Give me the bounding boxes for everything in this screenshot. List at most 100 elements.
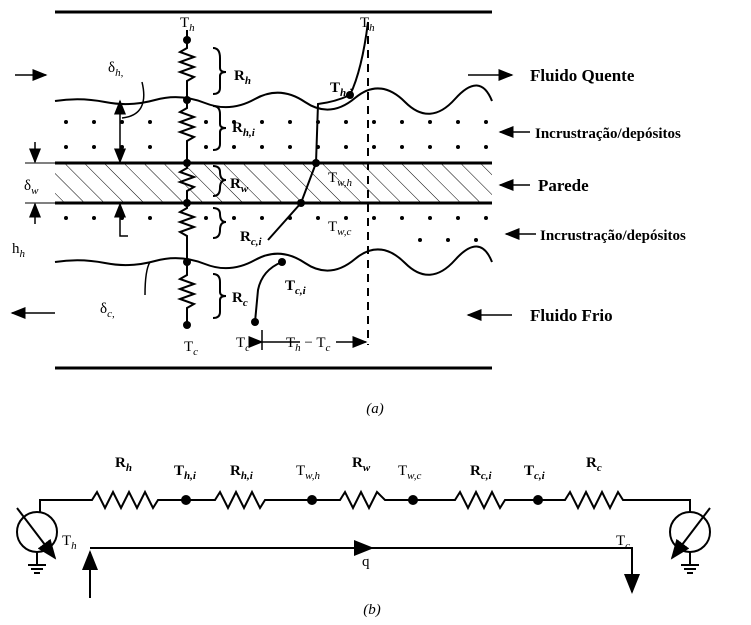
label: δc, bbox=[100, 301, 115, 320]
label-text: T bbox=[62, 533, 71, 549]
fluid-label: Parede bbox=[538, 176, 589, 195]
label: Th − Tc bbox=[286, 335, 331, 354]
label-text: T bbox=[360, 15, 369, 31]
subscript: w bbox=[31, 185, 39, 197]
label-text: T bbox=[296, 463, 305, 479]
subscript: h,i bbox=[340, 87, 353, 99]
label-text: T bbox=[328, 219, 337, 235]
panel-b-drawing bbox=[16, 489, 711, 598]
subscript: c,i bbox=[295, 285, 307, 297]
label-text: δ bbox=[100, 301, 107, 317]
label-text: T bbox=[184, 339, 193, 355]
label: Tw,c bbox=[398, 463, 421, 482]
label-text: T bbox=[330, 80, 340, 96]
subscript: c bbox=[625, 540, 630, 552]
subscript: c bbox=[597, 462, 602, 474]
fluid-label: Fluido Frio bbox=[530, 306, 613, 325]
label-text: δ bbox=[108, 60, 115, 76]
label-text: R bbox=[232, 120, 243, 136]
label-text: T bbox=[616, 533, 625, 549]
subscript: h,i bbox=[184, 470, 197, 482]
label: Rc bbox=[232, 290, 248, 309]
subscript: h,i bbox=[241, 470, 254, 482]
subscript: c,i bbox=[481, 470, 493, 482]
label: Rw bbox=[352, 455, 371, 474]
subscript: c bbox=[245, 342, 250, 354]
label: Tc,i bbox=[285, 278, 307, 297]
label: Rh,i bbox=[230, 463, 254, 482]
label-text: R bbox=[240, 229, 251, 245]
subscript: h,i bbox=[243, 127, 256, 139]
label-text: R bbox=[234, 68, 245, 84]
subscript: w,c bbox=[407, 470, 421, 482]
label-text: R bbox=[230, 176, 241, 192]
subscript: c bbox=[193, 346, 198, 358]
subscript: h bbox=[189, 22, 195, 34]
label-text: T bbox=[236, 335, 245, 351]
label-text: T bbox=[285, 278, 295, 294]
label-text: T bbox=[398, 463, 407, 479]
fluid-label: Incrustração/depósitos bbox=[540, 228, 686, 244]
label: Rh,i bbox=[232, 120, 256, 139]
label: Th,i bbox=[174, 463, 197, 482]
label: Tw,c bbox=[328, 219, 351, 238]
fluid-label: Fluido Quente bbox=[530, 66, 635, 85]
label: δh, bbox=[108, 60, 124, 79]
subscript: c bbox=[243, 297, 248, 309]
label: δw bbox=[24, 178, 39, 197]
subscript: w,h bbox=[305, 470, 320, 482]
label-text: R bbox=[470, 463, 481, 479]
label-text: T bbox=[286, 335, 295, 351]
label-text: R bbox=[230, 463, 241, 479]
subscript: h bbox=[71, 540, 77, 552]
caption: (b) bbox=[363, 602, 381, 618]
label: Tw,h bbox=[328, 170, 352, 189]
label: Th,i bbox=[330, 80, 353, 99]
label-text: T bbox=[180, 15, 189, 31]
subscript: c bbox=[326, 342, 331, 354]
label-text: q bbox=[362, 554, 370, 570]
label: Rh bbox=[234, 68, 251, 87]
subscript: w,h bbox=[337, 177, 352, 189]
label-text: T bbox=[524, 463, 534, 479]
subscript: w bbox=[363, 462, 371, 474]
label: Rc bbox=[586, 455, 602, 474]
label: Th bbox=[180, 15, 195, 34]
label-text: h bbox=[12, 241, 20, 257]
label: Rc,i bbox=[470, 463, 492, 482]
label: Rc,i bbox=[240, 229, 262, 248]
label: Th bbox=[360, 15, 375, 34]
label: hh bbox=[12, 241, 26, 260]
subscript: c, bbox=[107, 308, 115, 320]
label-text: R bbox=[586, 455, 597, 471]
subscript: c,i bbox=[534, 470, 546, 482]
label-text: T bbox=[174, 463, 184, 479]
label-text: R bbox=[232, 290, 243, 306]
label: q bbox=[362, 554, 370, 570]
subscript: c,i bbox=[251, 236, 263, 248]
label-text: T bbox=[328, 170, 337, 186]
label: Rh bbox=[115, 455, 132, 474]
label: Tc bbox=[236, 335, 250, 354]
fluid-label: Incrustração/depósitos bbox=[535, 126, 681, 142]
label: Tc bbox=[616, 533, 630, 552]
label: Tc bbox=[184, 339, 198, 358]
label: Th bbox=[62, 533, 77, 552]
label: Tc,i bbox=[524, 463, 546, 482]
subscript: h bbox=[20, 248, 26, 260]
subscript: h bbox=[126, 462, 132, 474]
label: Tw,h bbox=[296, 463, 320, 482]
label-text: R bbox=[352, 455, 363, 471]
subscript: h bbox=[245, 75, 251, 87]
subscript: h bbox=[369, 22, 375, 34]
label-text: − T bbox=[301, 335, 326, 351]
panel-a-drawing bbox=[10, 10, 536, 370]
subscript: h bbox=[295, 342, 301, 354]
subscript: h, bbox=[115, 67, 124, 79]
caption: (a) bbox=[366, 401, 384, 417]
label-text: R bbox=[115, 455, 126, 471]
label-text: δ bbox=[24, 178, 31, 194]
subscript: w bbox=[241, 183, 249, 195]
label: Rw bbox=[230, 176, 249, 195]
